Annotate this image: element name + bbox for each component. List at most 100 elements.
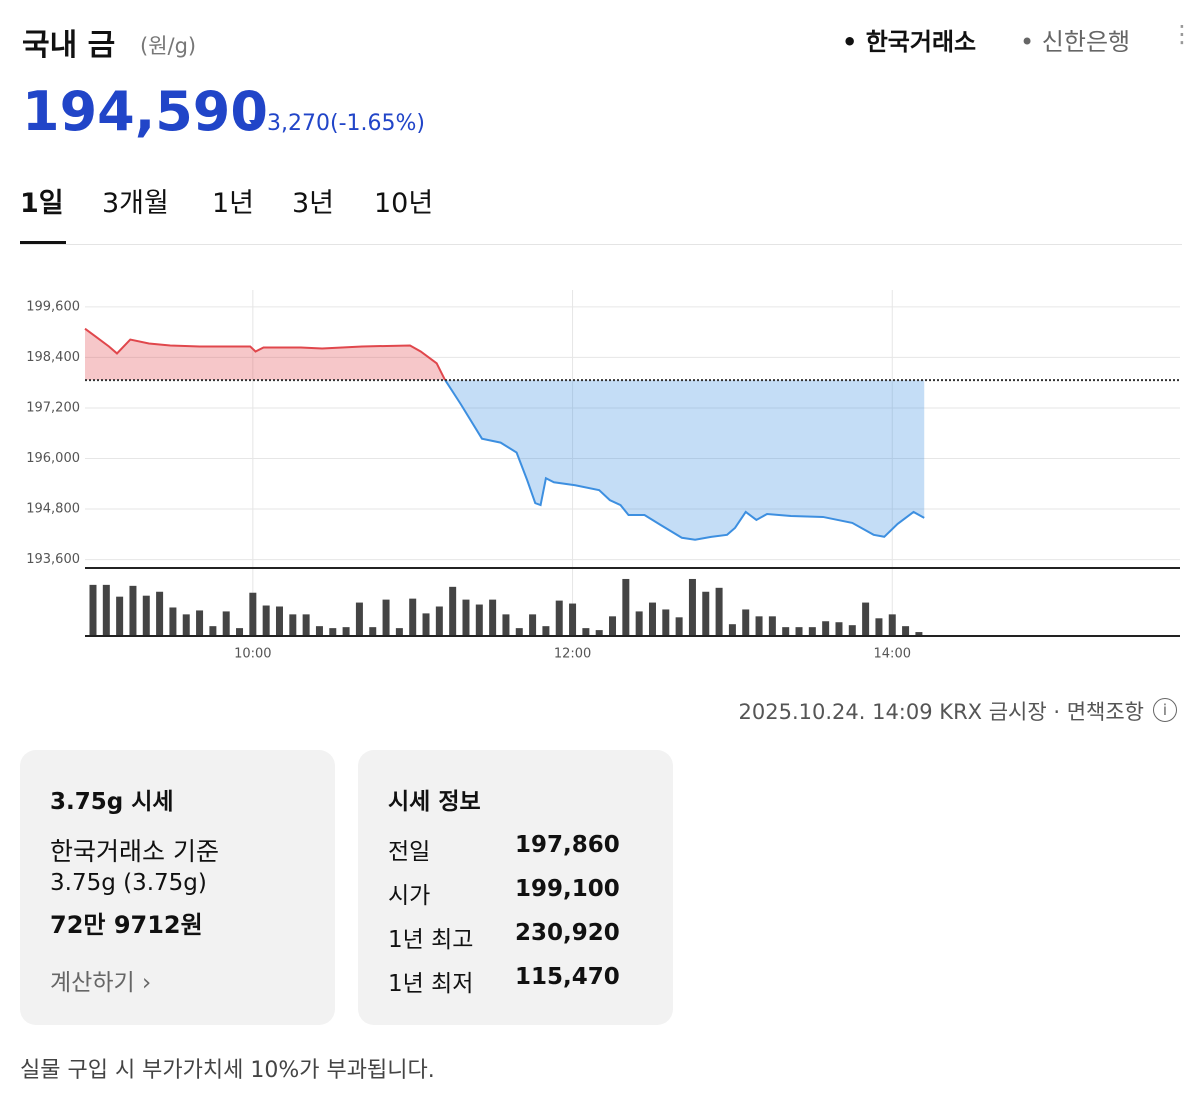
volume-bar bbox=[835, 622, 843, 636]
tab[interactable]: 3년 bbox=[292, 188, 335, 219]
volume-bar bbox=[728, 624, 736, 636]
volume-bar bbox=[782, 627, 790, 636]
volume-bar bbox=[648, 602, 656, 636]
change-pct: (-1.65%) bbox=[329, 111, 425, 136]
volume-bar bbox=[369, 627, 377, 636]
calc-link[interactable]: 계산하기 › bbox=[50, 970, 152, 996]
volume-bar bbox=[569, 603, 577, 636]
volume-bar bbox=[89, 584, 97, 636]
source-tab[interactable]: • 한국거래소 bbox=[842, 28, 977, 56]
timestamp: 2025.10.24. 14:09 bbox=[738, 700, 933, 724]
volume-bar bbox=[382, 599, 390, 636]
volume-bar bbox=[422, 613, 430, 636]
info-label: 시가 bbox=[388, 883, 431, 909]
volume-bar bbox=[342, 627, 350, 636]
tab[interactable]: 1일 bbox=[20, 188, 64, 219]
price: 194,590 bbox=[22, 80, 268, 143]
basis: 한국거래소 기준 bbox=[50, 837, 219, 866]
price-line bbox=[444, 380, 925, 541]
info-row: 1년 최저 115,470 bbox=[388, 964, 620, 998]
info-value: 197,860 bbox=[515, 832, 620, 858]
volume-bar bbox=[609, 616, 617, 636]
volume-bar bbox=[142, 595, 150, 636]
volume-bar bbox=[915, 632, 923, 636]
volume-bar bbox=[822, 621, 830, 636]
y-tick-label: 193,600 bbox=[26, 552, 80, 567]
volume-bar bbox=[129, 585, 137, 636]
volume-bar bbox=[595, 630, 603, 636]
volume-bar bbox=[502, 614, 510, 636]
volume-bar bbox=[116, 596, 124, 636]
volume-bar bbox=[475, 604, 483, 636]
volume-bar bbox=[582, 628, 590, 636]
disclaimer[interactable]: 면책조항 bbox=[1066, 700, 1144, 724]
volume-bar bbox=[662, 609, 670, 636]
volume-bar bbox=[102, 584, 110, 636]
meta: 2025.10.24. 14:09 KRX 금시장 · 면책조항 bbox=[738, 700, 1145, 724]
volume-bar bbox=[529, 614, 537, 636]
y-tick-label: 194,800 bbox=[26, 502, 80, 517]
info-value: 230,920 bbox=[515, 920, 620, 946]
more-menu[interactable]: ⋮ bbox=[1170, 20, 1194, 48]
card-title: 시세 정보 bbox=[388, 789, 481, 815]
volume-bar bbox=[862, 602, 870, 636]
x-tick-label: 12:00 bbox=[554, 647, 591, 662]
price-line bbox=[84, 327, 447, 381]
volume-bar bbox=[635, 611, 643, 636]
volume-bar bbox=[888, 614, 896, 636]
x-tick-label: 10:00 bbox=[234, 647, 271, 662]
card-title: 3.75g 시세 bbox=[50, 789, 174, 815]
info-icon[interactable]: i bbox=[1153, 698, 1177, 722]
info-value: 199,100 bbox=[515, 876, 620, 902]
volume-bar bbox=[542, 626, 550, 636]
volume-bar bbox=[302, 614, 310, 636]
tab[interactable]: 1년 bbox=[212, 188, 255, 219]
weight: 3.75g (3.75g) bbox=[50, 870, 207, 896]
area bbox=[445, 380, 925, 540]
tab[interactable]: 10년 bbox=[374, 188, 434, 219]
volume-bar bbox=[249, 592, 257, 636]
volume-bar bbox=[156, 591, 164, 636]
info-row: 시가 199,100 bbox=[388, 876, 620, 910]
volume-bar bbox=[795, 627, 803, 636]
volume-bar bbox=[169, 607, 177, 636]
tab[interactable]: 3개월 bbox=[102, 188, 169, 219]
volume-bar bbox=[875, 618, 883, 636]
volume-bar bbox=[236, 628, 244, 636]
volume-bar bbox=[622, 578, 630, 636]
volume-bar bbox=[289, 614, 297, 636]
chart: 193,600 194,800 196,000 197,200 198,400 199,6… bbox=[26, 290, 1180, 662]
volume-bar bbox=[182, 614, 190, 636]
info-label: 전일 bbox=[388, 839, 431, 865]
volume-bar bbox=[902, 626, 910, 636]
source-tab[interactable]: • 신한은행 bbox=[1020, 28, 1131, 56]
volume-bar bbox=[489, 599, 497, 636]
volume-bar bbox=[808, 627, 816, 636]
info-label: 1년 최저 bbox=[388, 971, 474, 997]
volume-bar bbox=[196, 610, 204, 636]
volume-bar bbox=[209, 626, 217, 636]
market: KRX 금시장 bbox=[939, 700, 1047, 724]
volume-bar bbox=[315, 626, 323, 636]
volume-bar bbox=[742, 609, 750, 636]
volume-bar bbox=[329, 628, 337, 636]
volume-bar bbox=[688, 578, 696, 636]
volume-bar bbox=[395, 628, 403, 636]
source-label[interactable]: 신한은행 bbox=[1041, 28, 1131, 56]
volume-bar bbox=[848, 625, 856, 636]
unit-price: 72만 9712원 bbox=[50, 911, 203, 939]
volume-bar bbox=[675, 617, 683, 636]
volume-bar bbox=[275, 606, 283, 636]
source-label[interactable]: 한국거래소 bbox=[865, 28, 977, 56]
volume-bar bbox=[715, 587, 723, 636]
volume-bar bbox=[222, 611, 230, 636]
change: 3,270(-1.65%) bbox=[267, 111, 425, 136]
volume-bar bbox=[755, 616, 763, 636]
info-row: 전일 197,860 bbox=[388, 832, 620, 866]
volume-bar bbox=[409, 598, 417, 636]
link-label[interactable]: 계산하기 bbox=[50, 970, 135, 996]
y-tick-label: 198,400 bbox=[26, 350, 80, 365]
y-tick-label: 199,600 bbox=[26, 299, 80, 314]
